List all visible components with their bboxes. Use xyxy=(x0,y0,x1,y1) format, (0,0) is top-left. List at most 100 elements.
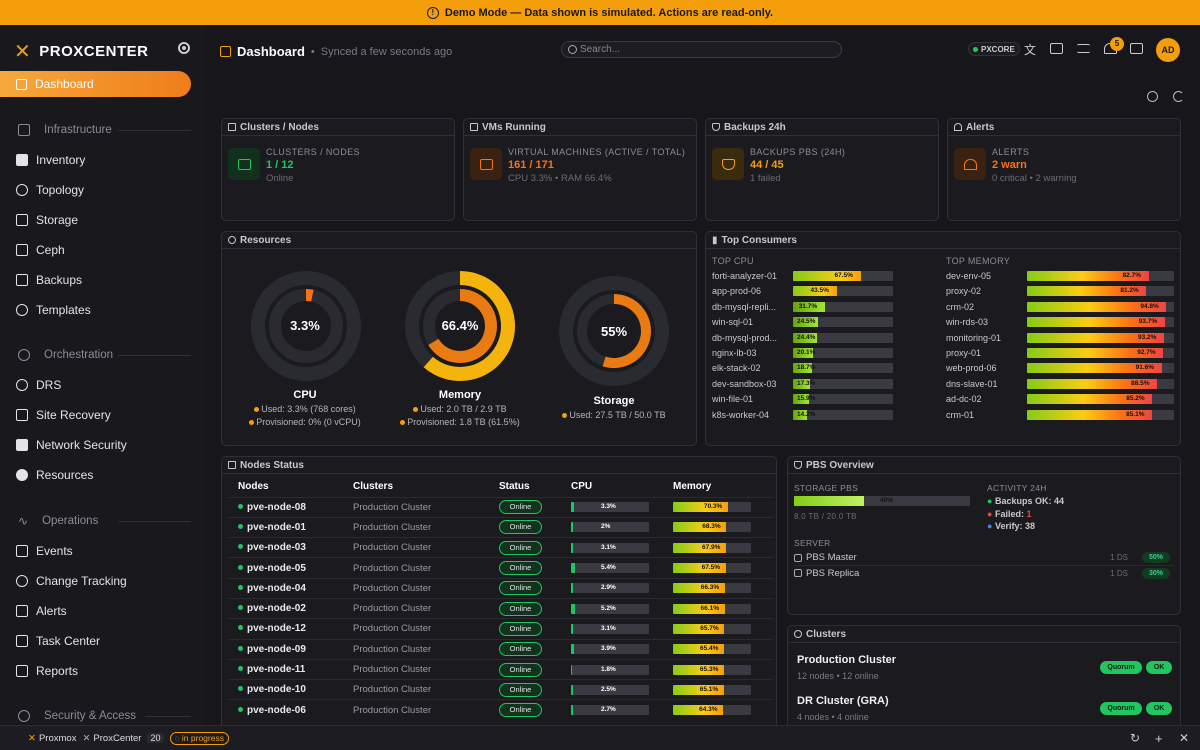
table-row[interactable]: pve-node-03 Production Cluster Online 3.1% 6… xyxy=(228,537,773,558)
nodes-table: Nodes Clusters Status CPU Memory pve-nod… xyxy=(228,477,773,721)
sidebar-item-resources[interactable]: Resources xyxy=(16,468,93,482)
status-badge: Online xyxy=(499,642,542,657)
proxcenter-tag[interactable]: ✕ ProxCenter xyxy=(82,732,142,744)
status-badge: Online xyxy=(499,682,542,697)
monitor-icon[interactable] xyxy=(1050,43,1063,54)
sidebar-item-reports[interactable]: Reports xyxy=(16,664,78,678)
close-icon[interactable]: ✕ xyxy=(1179,731,1190,745)
table-row[interactable]: pve-node-08 Production Cluster Online 3.3% 7… xyxy=(228,496,773,518)
node-name[interactable]: pve-node-02 xyxy=(247,603,306,615)
consumer-name[interactable]: dev-sandbox-03 xyxy=(712,378,777,389)
consumer-name[interactable]: nginx-lb-03 xyxy=(712,348,757,358)
memory-bar-fill xyxy=(673,664,724,675)
column-header[interactable]: Nodes xyxy=(238,481,269,493)
consumer-name[interactable]: web-prod-06 xyxy=(946,363,997,374)
column-header[interactable]: Status xyxy=(499,481,530,493)
sidebar-item-ceph[interactable]: Ceph xyxy=(16,243,65,257)
node-name[interactable]: pve-node-08 xyxy=(247,501,306,513)
settings-icon[interactable] xyxy=(1147,91,1158,102)
demo-banner: ! Demo Mode — Data shown is simulated. Ac… xyxy=(0,0,1200,25)
consumer-name[interactable]: win-file-01 xyxy=(712,394,754,405)
sidebar-item-drs[interactable]: DRS xyxy=(16,378,61,392)
cluster-name[interactable]: DR Cluster (GRA) xyxy=(797,695,889,707)
node-name[interactable]: pve-node-06 xyxy=(247,704,306,716)
consumer-name[interactable]: db-mysql-prod... xyxy=(712,332,778,343)
table-row[interactable]: pve-node-10 Production Cluster Online 2.5% 6… xyxy=(228,679,773,700)
consumer-name[interactable]: dns-slave-01 xyxy=(946,378,998,389)
node-name[interactable]: pve-node-01 xyxy=(247,521,306,533)
sidebar-item-task-center[interactable]: Task Center xyxy=(16,634,100,648)
consumer-bar-fill xyxy=(1027,301,1167,312)
status-dot xyxy=(238,503,243,509)
consumer-name[interactable]: k8s-worker-04 xyxy=(712,409,770,420)
consumer-name[interactable]: crm-02 xyxy=(946,301,975,312)
sidebar-item-site-recovery[interactable]: Site Recovery xyxy=(16,408,111,422)
sidebar-item-templates[interactable]: Templates xyxy=(16,303,91,317)
connection-pill[interactable]: PXCORE xyxy=(968,42,1020,56)
table-row[interactable]: pve-node-12 Production Cluster Online 3.1% 6… xyxy=(228,618,773,640)
column-header[interactable]: Clusters xyxy=(353,481,394,493)
node-name[interactable]: pve-node-05 xyxy=(247,562,306,574)
refresh-icon[interactable] xyxy=(1173,91,1184,102)
column-header[interactable]: CPU xyxy=(571,481,593,493)
status-bar: ✕ Proxmox ✕ ProxCenter 20 ◌ in progress ↻ … xyxy=(0,725,1200,750)
monitor-icon xyxy=(470,123,478,131)
node-name[interactable]: pve-node-09 xyxy=(247,643,306,655)
sidebar-item-backups[interactable]: Backups xyxy=(16,273,82,287)
sidebar-item-change-tracking[interactable]: Change Tracking xyxy=(16,574,127,588)
consumer-name[interactable]: ad-dc-02 xyxy=(946,394,982,405)
node-name[interactable]: pve-node-11 xyxy=(247,664,306,676)
consumer-name[interactable]: win-rds-03 xyxy=(946,317,989,328)
consumer-name[interactable]: elk-stack-02 xyxy=(712,363,761,374)
table-row[interactable]: pve-node-05 Production Cluster Online 5.4% 6… xyxy=(228,557,773,579)
cpu-bar-fill xyxy=(571,603,576,614)
sidebar-item-storage[interactable]: Storage xyxy=(16,213,78,227)
consumer-bar-fill xyxy=(793,378,811,389)
consumer-bar-fill xyxy=(793,348,814,358)
consumer-name[interactable]: proxy-01 xyxy=(946,348,982,358)
tasks-icon[interactable] xyxy=(1077,44,1090,53)
node-name[interactable]: pve-node-12 xyxy=(247,623,306,635)
sidebar-item-alerts[interactable]: Alerts xyxy=(16,604,67,618)
table-row[interactable]: pve-node-06 Production Cluster Online 2.7% 6… xyxy=(228,699,773,721)
progress-badge[interactable]: ◌ in progress xyxy=(169,731,229,745)
consumer-name[interactable]: win-sql-01 xyxy=(712,317,754,328)
dashboard-icon xyxy=(16,78,27,90)
node-name[interactable]: pve-node-04 xyxy=(247,582,306,594)
consumer-name[interactable]: forti-analyzer-01 xyxy=(712,271,778,281)
memory-bar-fill xyxy=(673,542,726,553)
search-input[interactable]: Search... xyxy=(561,41,842,58)
node-name[interactable]: pve-node-10 xyxy=(247,684,306,696)
cluster-name[interactable]: Production Cluster xyxy=(797,654,897,666)
sidebar-item-network-security[interactable]: Network Security xyxy=(16,438,127,452)
proxcenter-icon: ✕ xyxy=(82,732,91,744)
sidebar-item-dashboard[interactable]: Dashboard xyxy=(0,71,191,97)
pbs-server-row[interactable]: PBS Replica 1 DS 30% xyxy=(794,565,1174,580)
consumer-name[interactable]: proxy-02 xyxy=(946,286,982,297)
column-header[interactable]: Memory xyxy=(673,481,712,493)
sidebar-item-inventory[interactable]: Inventory xyxy=(16,153,85,167)
refresh-icon[interactable]: ↻ xyxy=(1130,731,1141,745)
consumer-name[interactable]: db-mysql-repli... xyxy=(712,301,777,312)
table-row[interactable]: pve-node-04 Production Cluster Online 2.9% 6… xyxy=(228,577,773,599)
brand-logo[interactable]: ✕ PROXCENTER xyxy=(14,41,149,63)
table-row[interactable]: pve-node-02 Production Cluster Online 5.2% 6… xyxy=(228,597,773,619)
translate-icon[interactable]: 文 xyxy=(1024,43,1037,57)
table-row[interactable]: pve-node-01 Production Cluster Online 2% 68.… xyxy=(228,516,773,538)
window-icon[interactable] xyxy=(1130,43,1143,54)
consumer-name[interactable]: app-prod-06 xyxy=(712,286,762,297)
node-name[interactable]: pve-node-03 xyxy=(247,542,306,554)
proxmox-tag[interactable]: ✕ Proxmox xyxy=(28,732,77,744)
consumer-name[interactable]: dev-env-05 xyxy=(946,271,992,281)
table-row[interactable]: pve-node-09 Production Cluster Online 3.9% 6… xyxy=(228,638,773,660)
table-row[interactable]: pve-node-11 Production Cluster Online 1.8% 6… xyxy=(228,658,773,680)
record-icon[interactable] xyxy=(178,42,190,54)
add-icon[interactable]: + xyxy=(1155,730,1163,746)
consumer-name[interactable]: monitoring-01 xyxy=(946,332,1002,343)
sidebar-item-topology[interactable]: Topology xyxy=(16,183,84,197)
consumer-name[interactable]: crm-01 xyxy=(946,409,975,420)
pbs-server-row[interactable]: PBS Master 1 DS 50% xyxy=(794,550,1174,565)
sidebar-item-events[interactable]: Events xyxy=(16,544,73,558)
avatar[interactable]: AD xyxy=(1156,38,1180,62)
change-tracking-icon xyxy=(16,575,28,587)
